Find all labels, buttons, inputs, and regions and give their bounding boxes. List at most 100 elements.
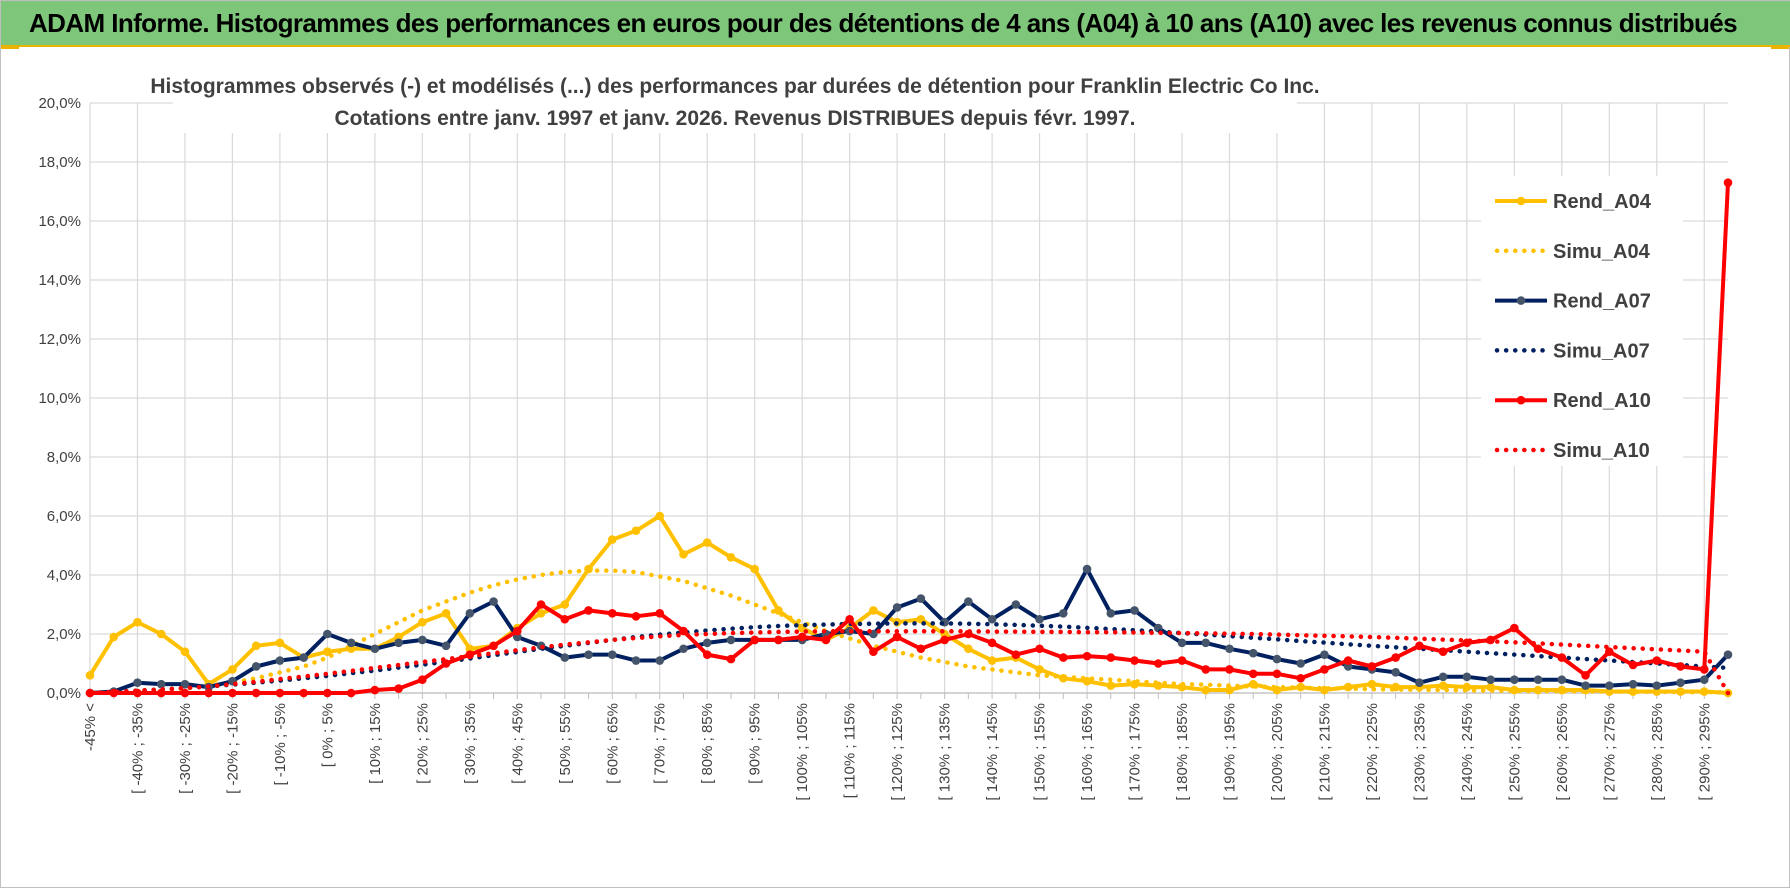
data-point xyxy=(180,679,190,689)
series-rend-a10 xyxy=(85,178,1733,698)
data-point xyxy=(1676,662,1685,671)
y-tick-label: 10,0% xyxy=(38,390,81,407)
x-tick-label: [ 190% ; 195% xyxy=(1221,703,1238,801)
x-tick-label: [ 70% ; 75% xyxy=(652,703,669,784)
data-point xyxy=(869,606,878,615)
data-point xyxy=(1320,665,1329,674)
legend-marker xyxy=(1516,395,1526,405)
data-point xyxy=(702,538,712,547)
x-tick-label: [ 180% ; 185% xyxy=(1174,703,1191,801)
data-point xyxy=(987,656,997,665)
legend-background xyxy=(1481,176,1683,466)
data-point xyxy=(1106,609,1116,618)
x-tick-label: [ 40% ; 45% xyxy=(509,703,526,784)
data-point xyxy=(560,653,570,662)
data-point xyxy=(1225,644,1234,654)
data-point xyxy=(513,632,522,642)
x-tick-label: [ 230% ; 235% xyxy=(1411,703,1428,801)
y-tick-label: 8,0% xyxy=(47,449,81,466)
y-tick-label: 4,0% xyxy=(47,567,81,584)
data-point xyxy=(228,688,237,698)
data-point xyxy=(655,511,665,521)
y-tick-label: 20,0% xyxy=(38,95,81,112)
data-point xyxy=(679,626,688,636)
x-tick-label: -45% < xyxy=(82,703,99,751)
x-tick-label: [ 260% ; 265% xyxy=(1554,703,1571,801)
report-banner: ADAM Informe. Histogrammes des performan… xyxy=(1,1,1790,47)
data-point xyxy=(1605,681,1614,690)
legend-item-simu-a10: Simu_A10 xyxy=(1494,440,1650,462)
data-point xyxy=(1510,675,1519,685)
data-point xyxy=(1201,665,1211,674)
data-point xyxy=(418,635,427,645)
data-point xyxy=(1272,669,1282,679)
data-point xyxy=(1059,653,1068,662)
series-line xyxy=(90,182,1730,695)
data-point xyxy=(631,526,641,536)
data-point xyxy=(1225,665,1234,674)
data-point xyxy=(418,617,427,627)
data-point xyxy=(1296,659,1305,668)
data-point xyxy=(1082,651,1092,661)
x-tick-label: [ -20% ; -15% xyxy=(224,703,241,794)
data-point xyxy=(1248,669,1258,679)
data-point xyxy=(275,638,285,648)
data-point xyxy=(750,564,759,574)
data-point xyxy=(1343,656,1353,665)
legend-item-rend-a07: Rend_A07 xyxy=(1495,291,1651,313)
y-tick-label: 6,0% xyxy=(47,508,81,525)
data-point xyxy=(1699,665,1709,674)
series-simu-a07 xyxy=(87,621,1731,696)
y-tick-label: 2,0% xyxy=(47,626,81,643)
data-point xyxy=(1652,681,1662,690)
data-point xyxy=(323,647,332,656)
data-point xyxy=(180,688,190,698)
data-point xyxy=(892,603,902,612)
series-line xyxy=(88,514,1729,695)
x-tick-label: [ 150% ; 155% xyxy=(1032,703,1049,801)
data-point xyxy=(726,635,736,645)
x-tick-label: [ 50% ; 55% xyxy=(557,703,574,784)
data-point xyxy=(1296,673,1305,683)
data-point xyxy=(607,535,617,544)
legend-label: Rend_A10 xyxy=(1553,390,1651,412)
x-tick-label: [ 200% ; 205% xyxy=(1269,703,1286,801)
data-point xyxy=(987,638,997,648)
data-point xyxy=(394,638,403,648)
data-point xyxy=(1676,678,1685,687)
data-point xyxy=(964,597,973,606)
data-point xyxy=(1723,650,1733,659)
data-point xyxy=(465,609,475,618)
data-point xyxy=(299,653,308,662)
x-tick-label: [ 60% ; 65% xyxy=(604,703,621,784)
data-point xyxy=(1581,681,1590,690)
data-point xyxy=(109,632,119,642)
data-point xyxy=(346,638,356,648)
data-point xyxy=(275,656,285,665)
data-point xyxy=(536,600,546,609)
data-point xyxy=(679,550,688,559)
legend-label: Rend_A07 xyxy=(1553,291,1651,313)
series-line xyxy=(87,629,1731,696)
data-point xyxy=(1059,609,1068,618)
data-point xyxy=(560,600,570,609)
data-point xyxy=(204,688,213,698)
x-tick-label: [ 290% ; 295% xyxy=(1696,703,1713,801)
data-point xyxy=(916,644,926,654)
x-tick-label: [ 120% ; 125% xyxy=(889,703,906,801)
data-point xyxy=(251,662,261,671)
data-point xyxy=(1225,685,1234,695)
data-point xyxy=(441,609,451,618)
legend-item-rend-a04: Rend_A04 xyxy=(1495,191,1652,213)
data-point xyxy=(750,635,759,645)
data-point xyxy=(513,626,522,636)
data-point xyxy=(1248,648,1258,658)
y-tick-label: 0,0% xyxy=(47,685,81,702)
data-point xyxy=(418,675,427,685)
data-point xyxy=(655,609,665,618)
data-point xyxy=(1628,687,1638,696)
data-point xyxy=(1533,675,1543,685)
data-point xyxy=(892,632,902,642)
data-point xyxy=(275,688,285,698)
